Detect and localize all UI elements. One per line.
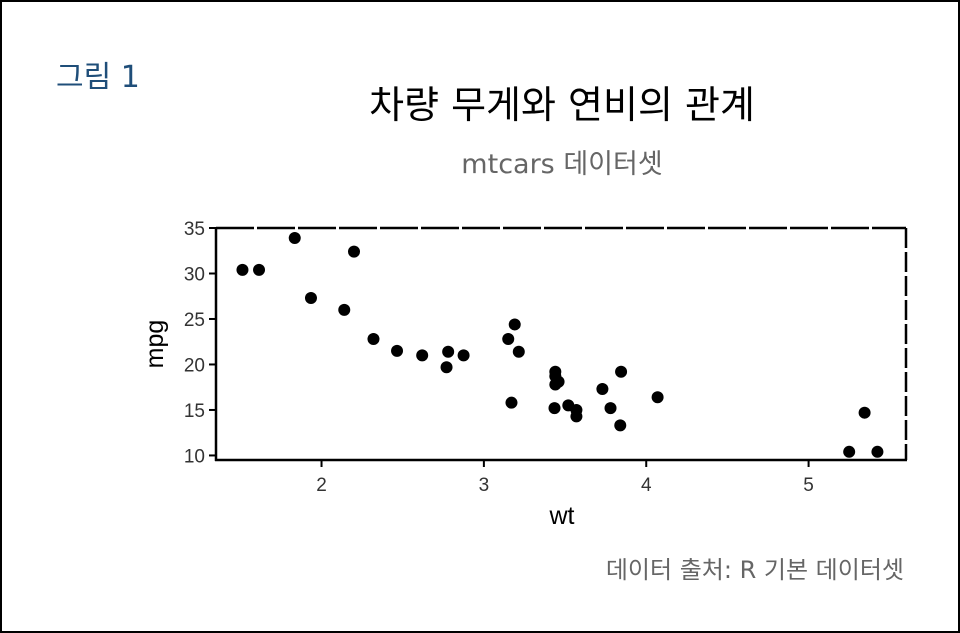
x-tick-label: 3	[479, 475, 490, 496]
data-point	[604, 402, 617, 415]
plot-axes: 10 15 20 25 30 35 2 3 4 5	[184, 219, 908, 496]
chart-caption: 데이터 출처: R 기본 데이터셋	[605, 556, 904, 584]
y-axis-title: mpg	[141, 320, 169, 369]
x-tick-label: 5	[803, 475, 814, 496]
data-point	[236, 263, 249, 276]
data-points	[236, 232, 884, 458]
data-point	[502, 332, 515, 345]
data-point	[457, 349, 470, 362]
data-point	[651, 391, 664, 404]
y-tick-label: 10	[184, 446, 205, 467]
data-point	[416, 349, 429, 362]
data-point	[615, 365, 628, 378]
data-point	[505, 396, 518, 409]
data-point	[288, 232, 301, 245]
data-point	[614, 419, 627, 432]
y-tick-label: 20	[184, 355, 205, 376]
y-tick-label: 25	[184, 310, 205, 331]
data-point	[871, 445, 884, 458]
x-tick-label: 2	[316, 475, 327, 496]
data-point	[440, 361, 453, 374]
data-point	[512, 345, 525, 358]
x-axis-title: wt	[549, 502, 575, 530]
data-point	[253, 263, 266, 276]
data-point	[348, 245, 360, 258]
y-tick-label: 15	[184, 401, 205, 422]
data-point	[549, 378, 562, 391]
data-point	[570, 403, 583, 416]
data-point	[338, 303, 351, 316]
data-point	[549, 365, 562, 378]
data-point	[367, 332, 380, 345]
y-tick-label: 30	[184, 264, 205, 285]
data-point	[858, 406, 871, 419]
data-point	[442, 345, 455, 358]
y-tick-label: 35	[184, 219, 205, 240]
data-point	[843, 445, 856, 458]
data-point	[304, 292, 317, 305]
chart-subtitle: mtcars 데이터셋	[461, 149, 663, 180]
x-tick-label: 4	[641, 475, 652, 496]
data-point	[391, 344, 404, 357]
figure-label: 그림 1	[56, 60, 140, 95]
data-point	[548, 402, 561, 415]
data-point	[508, 318, 521, 331]
data-point	[596, 383, 609, 396]
chart-title: 차량 무게와 연비의 관계	[369, 83, 755, 127]
